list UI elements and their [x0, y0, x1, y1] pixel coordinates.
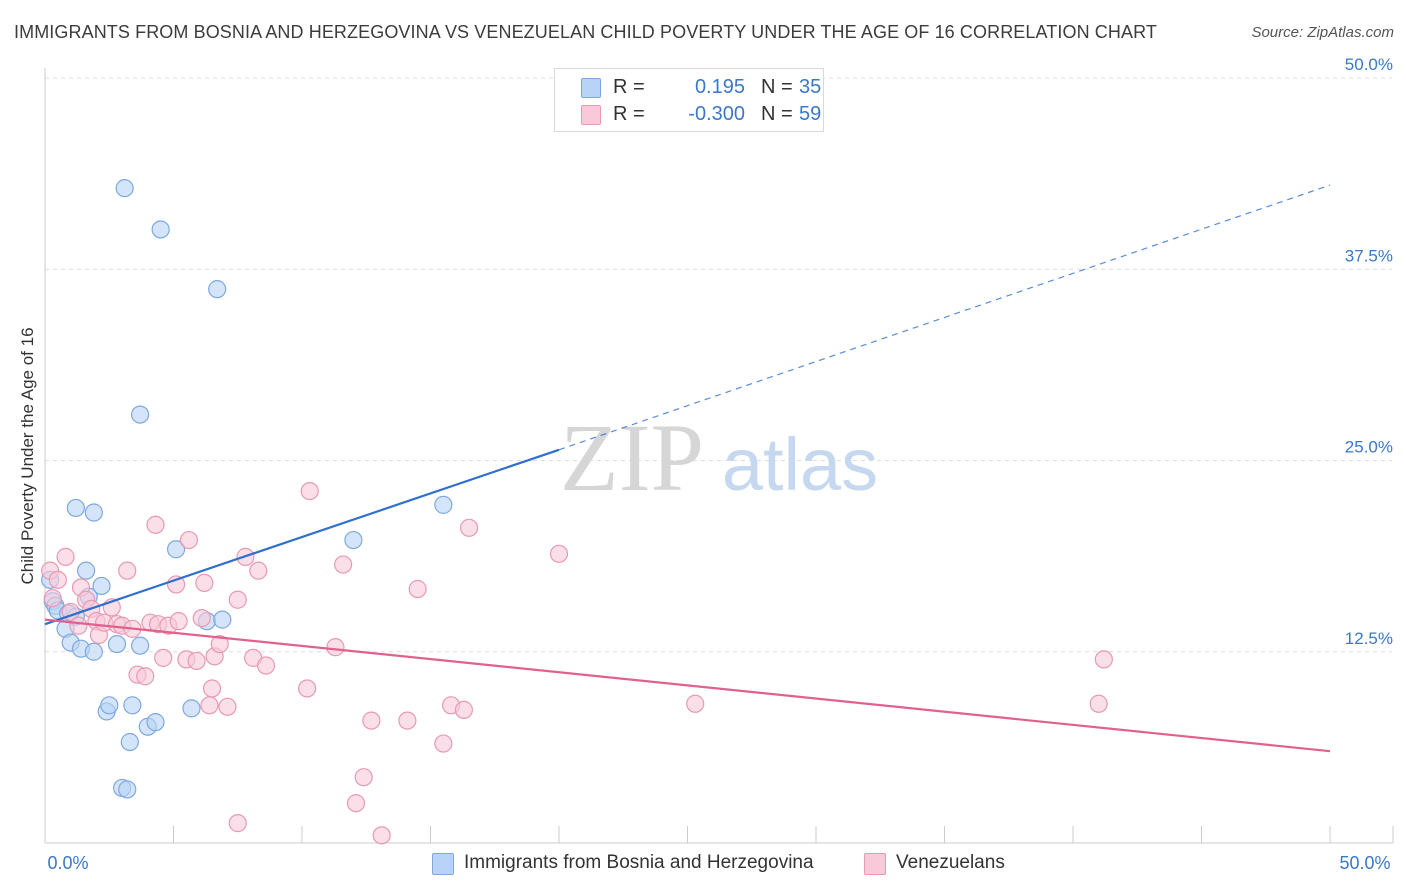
- blue-point: [434, 495, 453, 514]
- blue-swatch: [432, 853, 454, 875]
- blue-point: [146, 713, 165, 732]
- r-label: R =: [613, 102, 645, 125]
- pink-point: [228, 814, 247, 833]
- pink-swatch: [864, 853, 886, 875]
- watermark-atlas: atlas: [722, 423, 878, 506]
- blue-point: [84, 642, 103, 661]
- pink-point: [408, 579, 427, 599]
- x-tick-label: 50.0%: [1339, 853, 1390, 873]
- blue-point: [84, 503, 103, 522]
- pink-point: [228, 590, 247, 609]
- pink-point: [1089, 694, 1108, 713]
- legend-item-label: Venezuelans: [896, 852, 1005, 873]
- pink-point: [136, 667, 155, 686]
- blue-point: [182, 699, 201, 718]
- pink-point: [300, 482, 319, 501]
- r-label: R =: [613, 75, 645, 98]
- pink-point: [459, 518, 479, 537]
- pink-point: [169, 612, 188, 631]
- pink-point: [210, 634, 229, 654]
- blue-trend-line: [44, 448, 560, 626]
- blue-point: [92, 576, 111, 596]
- pink-point: [454, 700, 474, 719]
- pink-point: [334, 555, 353, 574]
- source-label: Source: ZipAtlas.com: [1251, 24, 1394, 41]
- pink-point: [1094, 650, 1113, 669]
- pink-point: [56, 547, 75, 566]
- pink-point: [48, 570, 67, 589]
- blue-point: [118, 780, 137, 799]
- pink-point: [118, 561, 137, 580]
- pink-point: [146, 515, 165, 534]
- blue-point: [166, 540, 186, 559]
- y-axis-label: Child Poverty Under the Age of 16: [18, 327, 37, 585]
- blue-point: [66, 498, 85, 518]
- x-tick-label: 0.0%: [47, 853, 88, 873]
- y-tick-label: 12.5%: [1345, 629, 1393, 648]
- chart-title: IMMIGRANTS FROM BOSNIA AND HERZEGOVINA V…: [14, 22, 1157, 42]
- pink-point: [195, 573, 214, 593]
- pink-point: [346, 794, 366, 813]
- axes: [44, 68, 1394, 844]
- blue-point: [100, 696, 119, 715]
- y-tick-label: 37.5%: [1345, 246, 1393, 265]
- n-label: N =: [761, 75, 793, 98]
- legend-item-label: Immigrants from Bosnia and Herzegovina: [464, 852, 814, 873]
- pink-point: [187, 651, 206, 671]
- pink-swatch: [581, 105, 601, 125]
- blue-point: [344, 530, 363, 550]
- pink-point: [549, 544, 569, 563]
- data-points: [41, 179, 1113, 845]
- n-value: 59: [799, 102, 822, 125]
- correlation-legend: R = 0.195 N = 35 R = -0.300 N = 59: [554, 68, 824, 132]
- pink-point: [298, 679, 317, 698]
- pink-point: [362, 711, 381, 730]
- blue-point: [151, 220, 170, 239]
- pink-point: [326, 638, 345, 657]
- blue-point: [115, 179, 134, 198]
- watermark-zip: ZIP: [560, 404, 704, 511]
- pink-point: [202, 679, 222, 698]
- pink-point: [192, 608, 211, 628]
- n-label: N =: [761, 102, 793, 125]
- pink-point: [200, 696, 219, 715]
- pink-point: [354, 768, 373, 787]
- pink-point: [249, 561, 268, 580]
- pink-point: [256, 656, 276, 675]
- blue-swatch: [581, 78, 601, 98]
- pink-point: [398, 711, 417, 730]
- trend-lines: [44, 184, 1331, 753]
- blue-point: [208, 280, 227, 299]
- tick-labels: 12.5% 25.0% 37.5% 50.0% 0.0% 50.0%: [47, 55, 1393, 873]
- r-value: -0.300: [688, 102, 745, 125]
- pink-point: [218, 697, 237, 716]
- pink-point: [686, 694, 705, 713]
- blue-point: [123, 696, 142, 715]
- r-value: 0.195: [694, 75, 745, 98]
- n-value: 35: [799, 75, 822, 98]
- y-tick-label: 25.0%: [1345, 438, 1393, 457]
- blue-point: [77, 561, 96, 580]
- pink-trend-line: [44, 618, 1331, 753]
- blue-point: [107, 634, 127, 654]
- pink-point: [43, 589, 62, 608]
- blue-point: [120, 732, 139, 752]
- pink-point: [372, 826, 391, 845]
- watermark: ZIP atlas: [560, 404, 878, 511]
- blue-point: [130, 636, 150, 655]
- pink-point: [69, 616, 88, 635]
- pink-point: [179, 530, 199, 550]
- blue-point: [130, 405, 150, 424]
- pink-point: [434, 734, 453, 753]
- y-tick-label: 50.0%: [1345, 55, 1393, 74]
- blue-trend-extension: [558, 184, 1331, 451]
- blue-point: [213, 610, 232, 629]
- pink-point: [154, 648, 173, 667]
